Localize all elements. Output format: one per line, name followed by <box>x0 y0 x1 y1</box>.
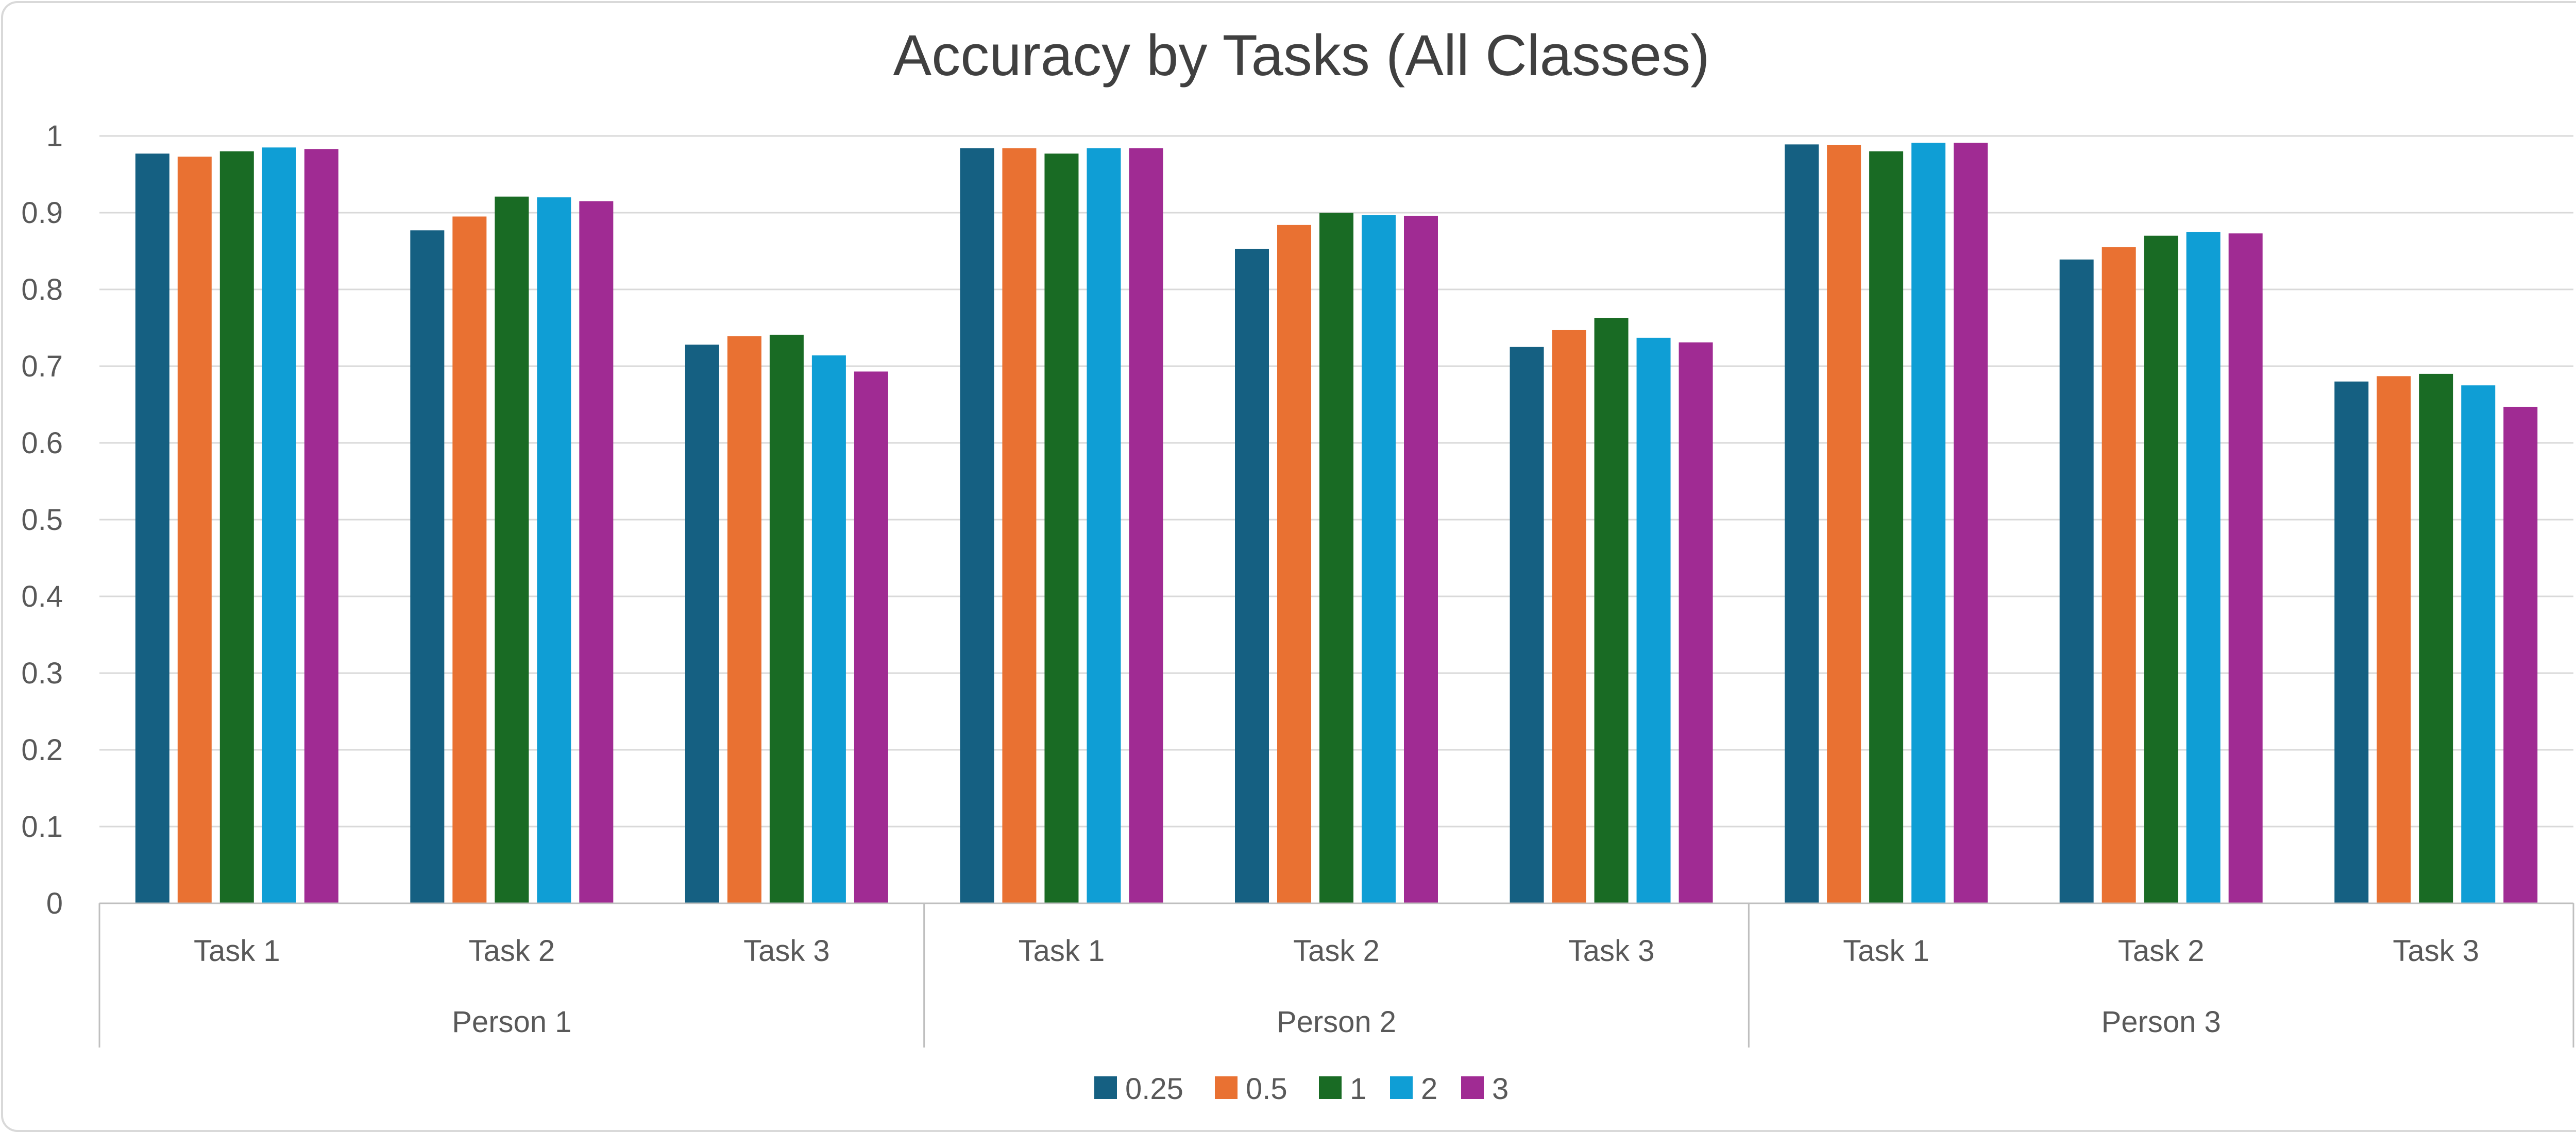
legend-swatch <box>1094 1076 1117 1099</box>
x-category-label: Task 3 <box>743 934 830 968</box>
bar-series-0.5-cat-6 <box>1552 330 1586 903</box>
bar-series-1-cat-5 <box>1319 213 1353 903</box>
x-category-label: Task 1 <box>1843 934 1929 968</box>
y-axis-ticks: 0 0.1 0.2 0.3 0.4 0.5 0.6 0.7 0.8 0.9 1 <box>21 119 63 920</box>
bar-series-2-cat-4 <box>1087 148 1121 904</box>
bar-series-3-cat-5 <box>1404 215 1438 904</box>
bar-series-0.5-cat-9 <box>2377 376 2411 903</box>
bar-series-3-cat-6 <box>1679 342 1713 903</box>
x-group-label: Person 1 <box>452 1005 571 1039</box>
bar-series-0.25-cat-6 <box>1510 347 1544 903</box>
legend-label: 0.25 <box>1125 1072 1183 1106</box>
y-tick-label: 1 <box>46 119 63 153</box>
bar-series-2-cat-5 <box>1362 215 1396 904</box>
bar-series-3-cat-3 <box>854 371 888 904</box>
x-category-label: Task 3 <box>1568 934 1655 968</box>
bar-series-0.25-cat-8 <box>2059 259 2094 903</box>
bar-series-1-cat-4 <box>1044 153 1079 903</box>
x-category-label: Task 3 <box>2393 934 2479 968</box>
legend-label: 3 <box>1492 1072 1509 1106</box>
bar-series-0.5-cat-7 <box>1827 145 1861 903</box>
bar-series-1-cat-2 <box>495 196 529 904</box>
bar-series-1-cat-8 <box>2144 235 2178 904</box>
bar-series-3-cat-1 <box>304 149 338 904</box>
y-tick-label: 0.7 <box>21 350 63 383</box>
bar-series-1-cat-7 <box>1869 151 1904 903</box>
bar-series-3-cat-8 <box>2228 233 2263 904</box>
bar-series-3-cat-9 <box>2503 406 2538 903</box>
y-tick-label: 0.9 <box>21 196 63 230</box>
legend-swatch <box>1461 1076 1484 1099</box>
legend-label: 1 <box>1350 1072 1366 1106</box>
bar-series-2-cat-7 <box>1911 143 1946 903</box>
bar-series-2-cat-2 <box>537 197 571 904</box>
bar-series-1-cat-6 <box>1594 318 1629 903</box>
legend-swatch <box>1390 1076 1413 1099</box>
y-tick-label: 0.5 <box>21 503 63 537</box>
bar-series-2-cat-9 <box>2461 385 2496 903</box>
bar-series-2-cat-3 <box>811 355 846 903</box>
chart-title: Accuracy by Tasks (All Classes) <box>893 23 1709 88</box>
y-tick-label: 0.2 <box>21 733 63 767</box>
bar-series-3-cat-4 <box>1129 148 1163 904</box>
y-tick-label: 0.8 <box>21 273 63 306</box>
bar-series-0.25-cat-9 <box>2334 381 2369 903</box>
x-group-label: Person 2 <box>1277 1005 1396 1039</box>
bar-series-0.25-cat-2 <box>410 230 445 903</box>
bar-series-0.5-cat-4 <box>1002 148 1037 904</box>
bar-series-0.25-cat-7 <box>1785 144 1819 903</box>
x-group-label: Person 3 <box>2102 1005 2221 1039</box>
x-category-label: Task 1 <box>194 934 280 968</box>
bar-series-3-cat-2 <box>579 201 614 903</box>
bar-series-0.5-cat-1 <box>177 157 212 904</box>
y-tick-label: 0.1 <box>21 810 63 844</box>
legend-label: 2 <box>1421 1072 1437 1106</box>
bar-series-1-cat-1 <box>219 151 254 903</box>
legend-swatch <box>1215 1076 1238 1099</box>
x-category-label: Task 2 <box>1293 934 1380 968</box>
x-category-label: Task 1 <box>1019 934 1105 968</box>
bar-series-0.5-cat-3 <box>727 336 761 903</box>
legend-swatch <box>1319 1076 1342 1099</box>
x-category-label: Task 2 <box>2118 934 2205 968</box>
bar-series-0.5-cat-5 <box>1277 225 1311 904</box>
bar-series-2-cat-8 <box>2186 232 2221 903</box>
y-tick-label: 0.3 <box>21 657 63 690</box>
bar-series-2-cat-1 <box>262 147 296 904</box>
bar-series-3-cat-7 <box>1954 143 1988 903</box>
x-category-label: Task 2 <box>469 934 555 968</box>
legend: 0.25 0.5 1 2 3 <box>1094 1072 1509 1106</box>
bar-series-0.25-cat-3 <box>685 345 719 903</box>
bar-series-0.5-cat-8 <box>2102 247 2136 903</box>
bar-series-0.25-cat-1 <box>135 153 170 903</box>
bars <box>135 143 2538 904</box>
bar-series-1-cat-3 <box>769 334 804 904</box>
bar-series-0.25-cat-5 <box>1235 249 1269 903</box>
y-tick-label: 0 <box>46 887 63 920</box>
bar-series-0.25-cat-4 <box>960 148 994 904</box>
x-axis: Task 1 Task 2 Task 3 Person 1 Task 1 Task 2 Ta… <box>98 902 2574 1048</box>
legend-label: 0.5 <box>1246 1072 1287 1106</box>
y-tick-label: 0.6 <box>21 426 63 460</box>
bar-series-0.5-cat-2 <box>452 216 487 904</box>
y-tick-label: 0.4 <box>21 580 63 613</box>
bar-series-2-cat-6 <box>1636 337 1671 903</box>
bar-series-1-cat-9 <box>2419 373 2453 903</box>
